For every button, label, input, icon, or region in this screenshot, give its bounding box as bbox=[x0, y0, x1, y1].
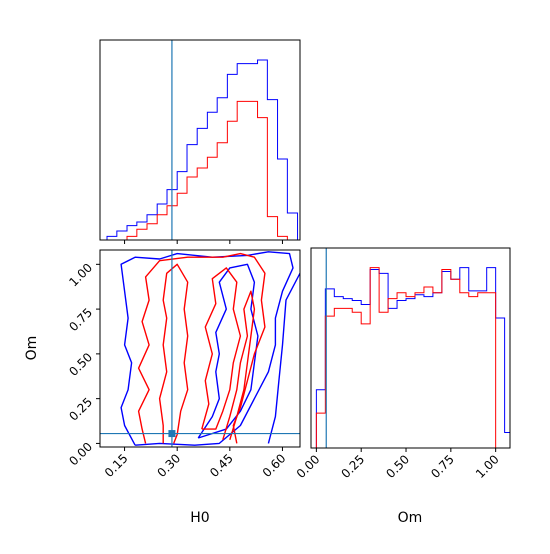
hist-H0-frame bbox=[99, 39, 301, 241]
hist-Om-series-0 bbox=[315, 267, 510, 448]
hist-Om-series-1 bbox=[315, 267, 510, 448]
hist-Om-xlabel: Om bbox=[398, 510, 423, 526]
contour-series-0-level-0 bbox=[120, 251, 294, 446]
contour-ytick-label-0: 0.00 bbox=[66, 440, 95, 469]
contour-ytick-label-3: 0.75 bbox=[66, 305, 95, 334]
contour-series-1-level-3 bbox=[222, 290, 256, 441]
contour-series-1-level-2 bbox=[201, 267, 242, 430]
contour-series-1-level-0 bbox=[137, 252, 266, 444]
hist-Om-xtick-label-4: 1.00 bbox=[473, 452, 502, 481]
hist-H0-panel bbox=[99, 39, 301, 244]
contour-panel: 0.15 0.30 0.45 0.600.000.250.500.751.00 H0 … bbox=[24, 249, 301, 526]
contour-ylabel: Om bbox=[24, 336, 40, 361]
contour-series-0-level-2 bbox=[267, 272, 300, 444]
contour-xtick-label-0: 0.15 bbox=[102, 451, 131, 480]
contour-xlabel: H0 bbox=[190, 510, 209, 526]
contour-xtick-label-3: 0.60 bbox=[260, 451, 289, 480]
contour-series-0-level-1 bbox=[197, 263, 259, 439]
contour-ytick-label-1: 0.25 bbox=[66, 395, 95, 424]
hist-Om-xtick-label-1: 0.25 bbox=[339, 452, 368, 481]
contour-series-1-level-1 bbox=[158, 263, 189, 444]
contour-frame bbox=[99, 249, 301, 448]
contour-truth-marker bbox=[168, 430, 176, 438]
hist-H0-series-0 bbox=[106, 59, 299, 240]
contour-ytick-label-4: 1.00 bbox=[66, 261, 95, 290]
hist-Om-xtick-label-0: 0.00 bbox=[294, 452, 323, 481]
contour-xtick-label-2: 0.45 bbox=[207, 451, 236, 480]
hist-Om-panel: 0.00 0.25 0.50 0.75 1.00 Om bbox=[294, 247, 511, 526]
hist-H0-series-1 bbox=[107, 100, 298, 240]
hist-Om-xtick-label-2: 0.50 bbox=[383, 452, 412, 481]
contour-ytick-label-2: 0.50 bbox=[66, 350, 95, 379]
contour-xtick-label-1: 0.30 bbox=[155, 451, 184, 480]
hist-Om-frame bbox=[310, 247, 511, 449]
hist-Om-xtick-label-3: 0.75 bbox=[428, 452, 457, 481]
